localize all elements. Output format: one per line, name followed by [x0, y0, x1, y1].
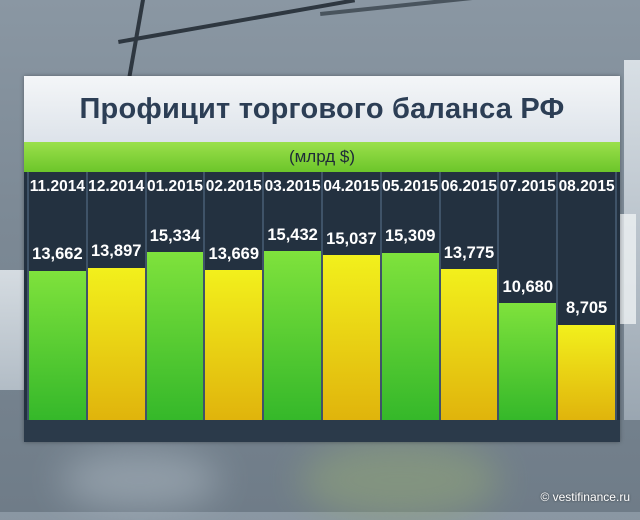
background-screen-right	[618, 214, 636, 324]
data-label: 15,309	[384, 227, 436, 245]
bar	[323, 255, 380, 420]
watermark: © vestifinance.ru	[540, 490, 630, 504]
bar	[440, 269, 498, 420]
chart-subtitle: (млрд $)	[288, 147, 356, 166]
data-label: 15,037	[326, 229, 377, 248]
data-label: 10,680	[502, 277, 554, 296]
bar-chart: 11.2014 13,662 12.2014 13,897 01.2015 15,334 0…	[24, 172, 620, 442]
data-label: 13,669	[208, 244, 260, 263]
bar	[499, 303, 557, 420]
background-blur	[60, 450, 220, 510]
background-panel-left	[0, 270, 26, 390]
column-divider	[144, 172, 147, 420]
x-tick-label: 07.2015	[499, 178, 556, 195]
bar	[29, 270, 86, 420]
bar	[558, 324, 615, 420]
background-blur	[300, 440, 500, 520]
column-divider	[615, 172, 617, 420]
data-label: 8,705	[565, 299, 608, 318]
column-divider	[262, 172, 265, 420]
column-divider	[27, 172, 29, 420]
x-tick-label: 11.2014	[29, 178, 85, 195]
column-divider	[379, 172, 382, 420]
bar	[146, 252, 204, 420]
data-label: 13,775	[443, 243, 495, 262]
x-tick-label: 04.2015	[323, 178, 380, 195]
data-label: 13,662	[32, 245, 83, 264]
chart-board: Профицит торгового баланса РФ (млрд $) 1…	[24, 76, 620, 442]
column-divider	[556, 172, 559, 420]
column-divider	[85, 172, 88, 420]
column-divider	[203, 172, 206, 420]
chart-title: Профицит торгового баланса РФ	[79, 92, 565, 125]
x-tick-label: 06.2015	[440, 178, 497, 195]
bar	[264, 251, 321, 420]
data-label: 13,897	[90, 242, 142, 261]
data-label: 15,334	[149, 226, 201, 245]
unit-strip: (млрд $)	[24, 142, 620, 172]
bar	[381, 252, 439, 420]
column-divider	[438, 172, 441, 420]
x-tick-label: 02.2015	[205, 178, 262, 195]
bar	[205, 270, 263, 420]
x-tick-label: 05.2015	[382, 178, 439, 195]
title-bar: Профицит торгового баланса РФ	[24, 76, 620, 142]
x-tick-label: 12.2014	[88, 178, 145, 195]
chart-baseline	[24, 420, 620, 442]
bar	[87, 267, 145, 420]
x-tick-label: 08.2015	[558, 178, 615, 195]
x-tick-label: 01.2015	[146, 178, 203, 195]
column-divider	[321, 172, 323, 420]
x-tick-label: 03.2015	[264, 178, 321, 195]
column-divider	[497, 172, 500, 420]
background-ceiling-beam	[320, 0, 579, 16]
background-ceiling-beam	[118, 0, 356, 44]
data-label: 15,432	[267, 225, 318, 244]
